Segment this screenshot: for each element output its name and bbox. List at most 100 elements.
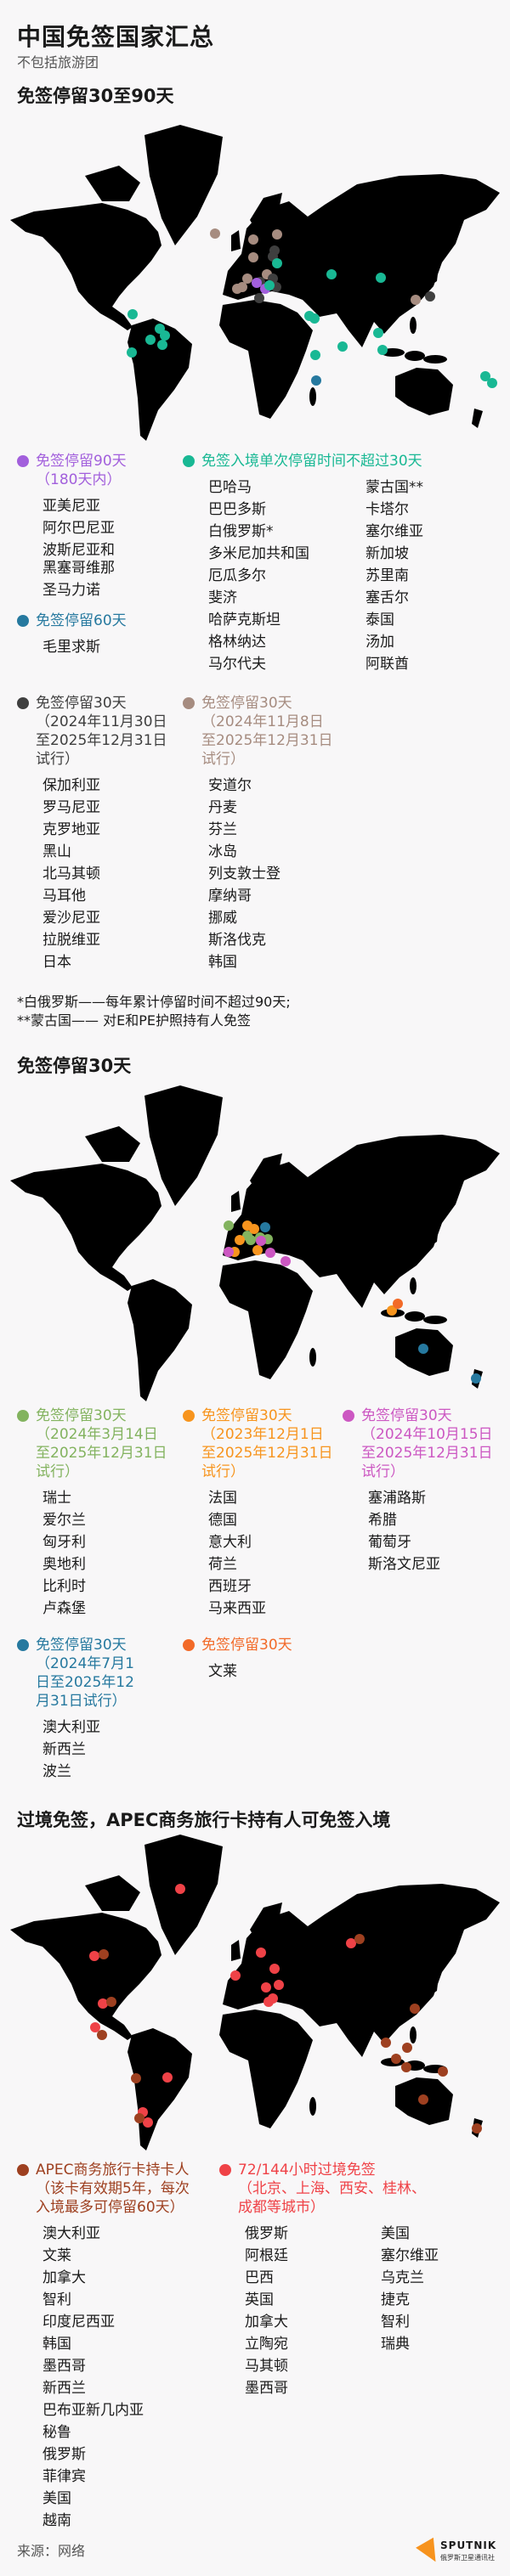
list-item: 多米尼加共和国 (208, 545, 309, 562)
legend-90-days: 免签停留90天 （180天内） 亚美尼亚 阿尔巴尼亚 波斯尼亚和黑塞哥维那 圣马… (17, 452, 178, 604)
legend-dot-icon (183, 697, 195, 709)
list-item: 加拿大 (245, 2314, 288, 2331)
map-marker-green (246, 1235, 256, 1245)
list-item: 墨西哥 (245, 2380, 288, 2397)
map-marker-teal (376, 273, 386, 283)
map-marker-blue60 (311, 375, 321, 386)
map-marker-brown (272, 229, 282, 240)
logo-subtitle: 俄罗斯卫星通讯社 (440, 2554, 495, 2562)
list-item: 塞尔维亚 (366, 523, 423, 540)
list-item: 克罗地亚 (42, 821, 100, 838)
list-item: 澳大利亚 (42, 2225, 100, 2242)
legend-magenta: 免签停留30天 （2024年10月15日至2025年12月31日试行） 塞浦路斯 希腊… (343, 1406, 500, 1578)
map-marker-teal (377, 345, 388, 355)
list-item: 苏里南 (366, 567, 409, 584)
legend-title: 免签停留30天 (36, 695, 127, 712)
list-item: 韩国 (42, 2336, 71, 2353)
map-marker-purple (252, 278, 262, 288)
legend-title: 免签停留30天 (201, 1637, 292, 1654)
map-marker-teal (310, 350, 320, 360)
legend-header: 免签入境单次停留时间不超过30天 (183, 452, 506, 471)
list-item: 文莱 (42, 2247, 71, 2264)
section-title-30-days: 免签停留30天 (17, 1056, 132, 1076)
map-marker-apec (381, 2038, 391, 2048)
legend-green: 免签停留30天 （2024年3月14日至2025年12月31日试行） 瑞士 爱尔兰 匈牙… (17, 1406, 174, 1622)
country-list: 毛里求斯 (42, 639, 178, 657)
list-item: 新西兰 (42, 1741, 86, 1758)
legend-60-days: 免签停留60天 毛里求斯 (17, 612, 178, 661)
list-item: 瑞士 (42, 1490, 71, 1507)
map-marker-apec (410, 2004, 420, 2014)
map-marker-teal (127, 347, 137, 358)
list-item: 圣马力诺 (42, 582, 100, 599)
legend-header: 免签停留30天 (343, 1406, 500, 1425)
list-item: 蒙古国** (366, 479, 423, 496)
legend-title: 72/144小时过境免签 (238, 2162, 376, 2179)
map-marker-red (268, 1993, 278, 2004)
map-marker-apec (418, 2094, 428, 2105)
list-item: 葡萄牙 (368, 1534, 411, 1551)
list-item: 日本 (42, 954, 71, 971)
list-item: 菲律宾 (42, 2468, 86, 2485)
list-item: 比利时 (42, 1578, 86, 1595)
list-item: 亚美尼亚 (42, 498, 100, 515)
world-map-transit-apec (10, 1835, 500, 2150)
list-item: 意大利 (208, 1534, 252, 1551)
section-title-transit-apec: 过境免签，APEC商务旅行卡持有人可免签入境 (17, 1810, 391, 1830)
list-item: 斐济 (208, 589, 237, 606)
map-marker-red (175, 1884, 185, 1894)
list-item: 秘鲁 (42, 2424, 71, 2441)
legend-title: 免签停留90天 (36, 453, 127, 470)
list-item: 阿根廷 (245, 2247, 288, 2264)
list-item: 毛里求斯 (42, 639, 100, 656)
legend-dot-icon (17, 615, 29, 627)
list-item: 乌克兰 (381, 2269, 424, 2286)
list-item: 安道尔 (208, 777, 252, 794)
legend-title: 免签停留30天 (36, 1407, 127, 1424)
list-item: 格林纳达 (208, 634, 266, 651)
legend-header: 免签停留90天 (17, 452, 178, 471)
map-marker-red (90, 2022, 100, 2032)
map-marker-brown (237, 282, 247, 292)
map-marker-apec (134, 2113, 144, 2123)
legend-dot-icon (183, 1639, 195, 1651)
map-marker-orange (235, 1235, 245, 1245)
legend-apec: APEC商务旅行卡持卡人 （该卡有效期5年，每次入境最多可停留60天） 澳大利亚… (17, 2161, 212, 2534)
map-marker-magenta (280, 1256, 291, 1266)
list-item: 北马其顿 (42, 865, 100, 882)
legend-header: 免签停留30天 (17, 694, 178, 713)
map-marker-teal (309, 313, 320, 324)
country-list: 法国 德国 意大利 荷兰 西班牙 马来西亚 (208, 1490, 340, 1618)
list-item: 挪威 (208, 910, 237, 927)
legend-title: 免签停留60天 (36, 612, 127, 629)
list-item: 塞舌尔 (366, 589, 409, 606)
list-item: 荷兰 (208, 1556, 237, 1573)
list-item: 泰国 (366, 612, 394, 628)
list-item: 加拿大 (42, 2269, 86, 2286)
list-item: 奥地利 (42, 1556, 86, 1573)
legend-note: （2024年3月14日至2025年12月31日试行） (36, 1426, 167, 1480)
list-item: 巴布亚新几内亚 (42, 2402, 144, 2419)
map-marker-brown (248, 252, 258, 262)
map-marker-brown (248, 234, 258, 245)
map-marker-red (269, 1964, 280, 1974)
source-note: 来源：网络 (17, 2543, 86, 2559)
list-item: 马来西亚 (208, 1600, 266, 1617)
map-marker-green (224, 1220, 234, 1231)
legend-transit: 72/144小时过境免签 （北京、上海、西安、桂林、成都等城市） 俄罗斯 阿根廷巴… (219, 2161, 500, 2397)
legend-orange: 免签停留30天 （2023年12月1日至2025年12月31日试行） 法国 德国 意大利… (183, 1406, 340, 1622)
legend-dot-icon (17, 1410, 29, 1422)
list-item: 卡塔尔 (366, 501, 409, 518)
list-item: 黑山 (42, 843, 71, 860)
list-item: 马耳他 (42, 888, 86, 905)
country-list: 俄罗斯 阿根廷 巴西 英国 加拿大 立陶宛 马其顿 墨西哥 (245, 2225, 288, 2402)
list-item: 印度尼西亚 (42, 2314, 115, 2331)
legend-header: 免签停留30天 (183, 694, 344, 713)
map-marker-red (230, 1970, 241, 1981)
legend-title: APEC商务旅行卡持卡人 (36, 2162, 190, 2179)
map-marker-blue (471, 1373, 481, 1384)
legend-note: （2024年7月1日至2025年12月31日试行） (36, 1655, 134, 1710)
legend-trial-nov30: 免签停留30天 （2024年11月30日至2025年12月31日试行） 保加利亚… (17, 694, 178, 976)
legend-note: （2024年11月8日至2025年12月31日试行） (201, 713, 333, 768)
map-marker-red (162, 2072, 173, 2083)
